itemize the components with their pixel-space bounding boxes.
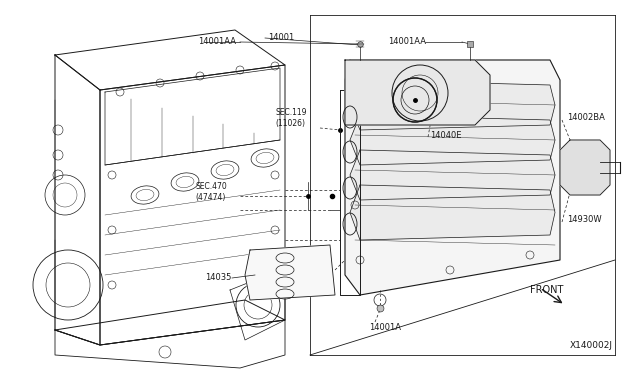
Text: 14930W: 14930W xyxy=(567,215,602,224)
Polygon shape xyxy=(560,140,610,195)
Text: 14035: 14035 xyxy=(205,273,232,282)
Text: 14001AA: 14001AA xyxy=(198,38,236,46)
Text: 14001: 14001 xyxy=(268,33,294,42)
Polygon shape xyxy=(350,150,555,200)
Text: 14001A: 14001A xyxy=(369,323,401,332)
Polygon shape xyxy=(245,245,335,300)
Text: SEC.163
(16298M): SEC.163 (16298M) xyxy=(430,102,467,122)
Text: SEC.119
(11026): SEC.119 (11026) xyxy=(275,108,307,128)
Polygon shape xyxy=(345,60,560,295)
Text: SEC.470
(47474): SEC.470 (47474) xyxy=(195,182,227,202)
Text: 14040E: 14040E xyxy=(430,131,461,140)
Polygon shape xyxy=(345,60,490,125)
Polygon shape xyxy=(350,80,555,130)
Polygon shape xyxy=(350,185,555,240)
Text: X140002J: X140002J xyxy=(570,341,613,350)
Text: FRONT: FRONT xyxy=(530,285,563,295)
Text: 14001AA: 14001AA xyxy=(388,38,426,46)
Text: 14002BA: 14002BA xyxy=(567,113,605,122)
Polygon shape xyxy=(350,115,555,165)
